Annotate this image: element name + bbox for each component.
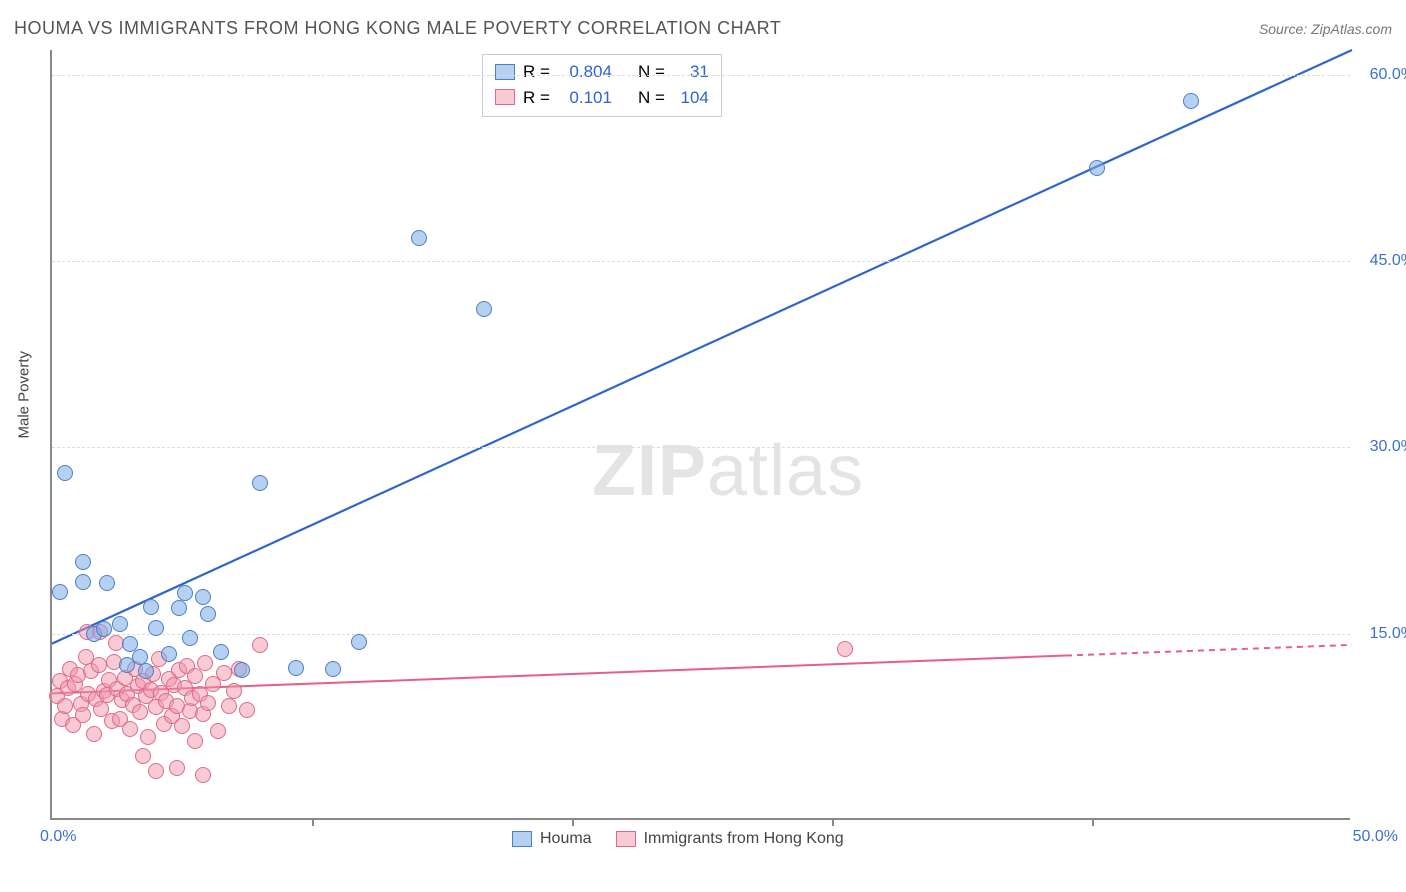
gridline-h	[52, 447, 1350, 448]
data-point-pink	[91, 657, 107, 673]
data-point-pink	[169, 760, 185, 776]
data-point-blue	[288, 660, 304, 676]
n-label: N =	[638, 85, 665, 111]
data-point-pink	[226, 683, 242, 699]
data-point-blue	[476, 301, 492, 317]
data-point-blue	[1183, 93, 1199, 109]
data-point-pink	[210, 723, 226, 739]
data-point-pink	[140, 729, 156, 745]
legend-stats: R = 0.804 N = 31 R = 0.101 N = 104	[482, 54, 722, 117]
r-label: R =	[523, 85, 550, 111]
data-point-blue	[252, 475, 268, 491]
data-point-pink	[122, 721, 138, 737]
data-point-blue	[75, 574, 91, 590]
x-axis-max-label: 50.0%	[1353, 828, 1398, 846]
data-point-blue	[411, 230, 427, 246]
data-point-pink	[86, 726, 102, 742]
data-point-blue	[351, 634, 367, 650]
swatch-pink	[616, 831, 636, 847]
x-tick	[832, 818, 834, 826]
data-point-blue	[52, 584, 68, 600]
y-tick-label: 15.0%	[1370, 625, 1406, 643]
data-point-blue	[57, 465, 73, 481]
data-point-pink	[197, 655, 213, 671]
x-tick	[1092, 818, 1094, 826]
legend-item-blue: Houma	[512, 830, 592, 848]
chart-title: HOUMA VS IMMIGRANTS FROM HONG KONG MALE …	[14, 18, 781, 39]
data-point-pink	[837, 641, 853, 657]
gridline-h	[52, 261, 1350, 262]
legend-row-pink: R = 0.101 N = 104	[495, 85, 709, 111]
swatch-blue	[512, 831, 532, 847]
data-point-blue	[177, 585, 193, 601]
data-point-pink	[252, 637, 268, 653]
data-point-blue	[234, 662, 250, 678]
data-point-pink	[195, 767, 211, 783]
legend-label-blue: Houma	[540, 830, 592, 848]
x-tick	[312, 818, 314, 826]
data-point-blue	[148, 620, 164, 636]
y-axis-label: Male Poverty	[16, 351, 33, 439]
data-point-blue	[112, 616, 128, 632]
gridline-h	[52, 75, 1350, 76]
r-label: R =	[523, 59, 550, 85]
data-point-pink	[216, 665, 232, 681]
y-tick-label: 45.0%	[1370, 252, 1406, 270]
pink-r-value: 0.101	[558, 85, 612, 111]
data-point-blue	[195, 589, 211, 605]
legend-row-blue: R = 0.804 N = 31	[495, 59, 709, 85]
data-point-blue	[171, 600, 187, 616]
data-point-pink	[148, 763, 164, 779]
plot-area: ZIPatlas R = 0.804 N = 31 R = 0.101 N = …	[50, 50, 1350, 820]
legend-label-pink: Immigrants from Hong Kong	[644, 830, 844, 848]
watermark-light: atlas	[707, 431, 864, 511]
x-axis-min-label: 0.0%	[40, 828, 76, 846]
data-point-pink	[239, 702, 255, 718]
data-point-pink	[75, 707, 91, 723]
data-point-blue	[99, 575, 115, 591]
data-point-blue	[75, 554, 91, 570]
x-tick	[572, 818, 574, 826]
swatch-blue	[495, 64, 515, 80]
data-point-pink	[187, 668, 203, 684]
y-tick-label: 30.0%	[1370, 438, 1406, 456]
data-point-blue	[132, 649, 148, 665]
data-point-pink	[200, 695, 216, 711]
legend-bottom: Houma Immigrants from Hong Kong	[512, 830, 844, 848]
data-point-blue	[143, 599, 159, 615]
swatch-pink	[495, 89, 515, 105]
data-point-blue	[138, 663, 154, 679]
data-point-blue	[182, 630, 198, 646]
pink-n-value: 104	[673, 85, 709, 111]
legend-item-pink: Immigrants from Hong Kong	[616, 830, 844, 848]
n-label: N =	[638, 59, 665, 85]
data-point-pink	[221, 698, 237, 714]
blue-r-value: 0.804	[558, 59, 612, 85]
data-point-pink	[187, 733, 203, 749]
source-label: Source: ZipAtlas.com	[1259, 21, 1392, 37]
gridline-h	[52, 634, 1350, 635]
data-point-pink	[132, 704, 148, 720]
data-point-pink	[174, 718, 190, 734]
y-tick-label: 60.0%	[1370, 66, 1406, 84]
data-point-blue	[161, 646, 177, 662]
data-point-blue	[1089, 160, 1105, 176]
data-point-blue	[213, 644, 229, 660]
blue-n-value: 31	[673, 59, 709, 85]
data-point-blue	[96, 621, 112, 637]
watermark-bold: ZIP	[592, 431, 707, 511]
data-point-pink	[135, 748, 151, 764]
data-point-pink	[57, 698, 73, 714]
watermark: ZIPatlas	[592, 430, 864, 512]
data-point-blue	[200, 606, 216, 622]
data-point-blue	[325, 661, 341, 677]
